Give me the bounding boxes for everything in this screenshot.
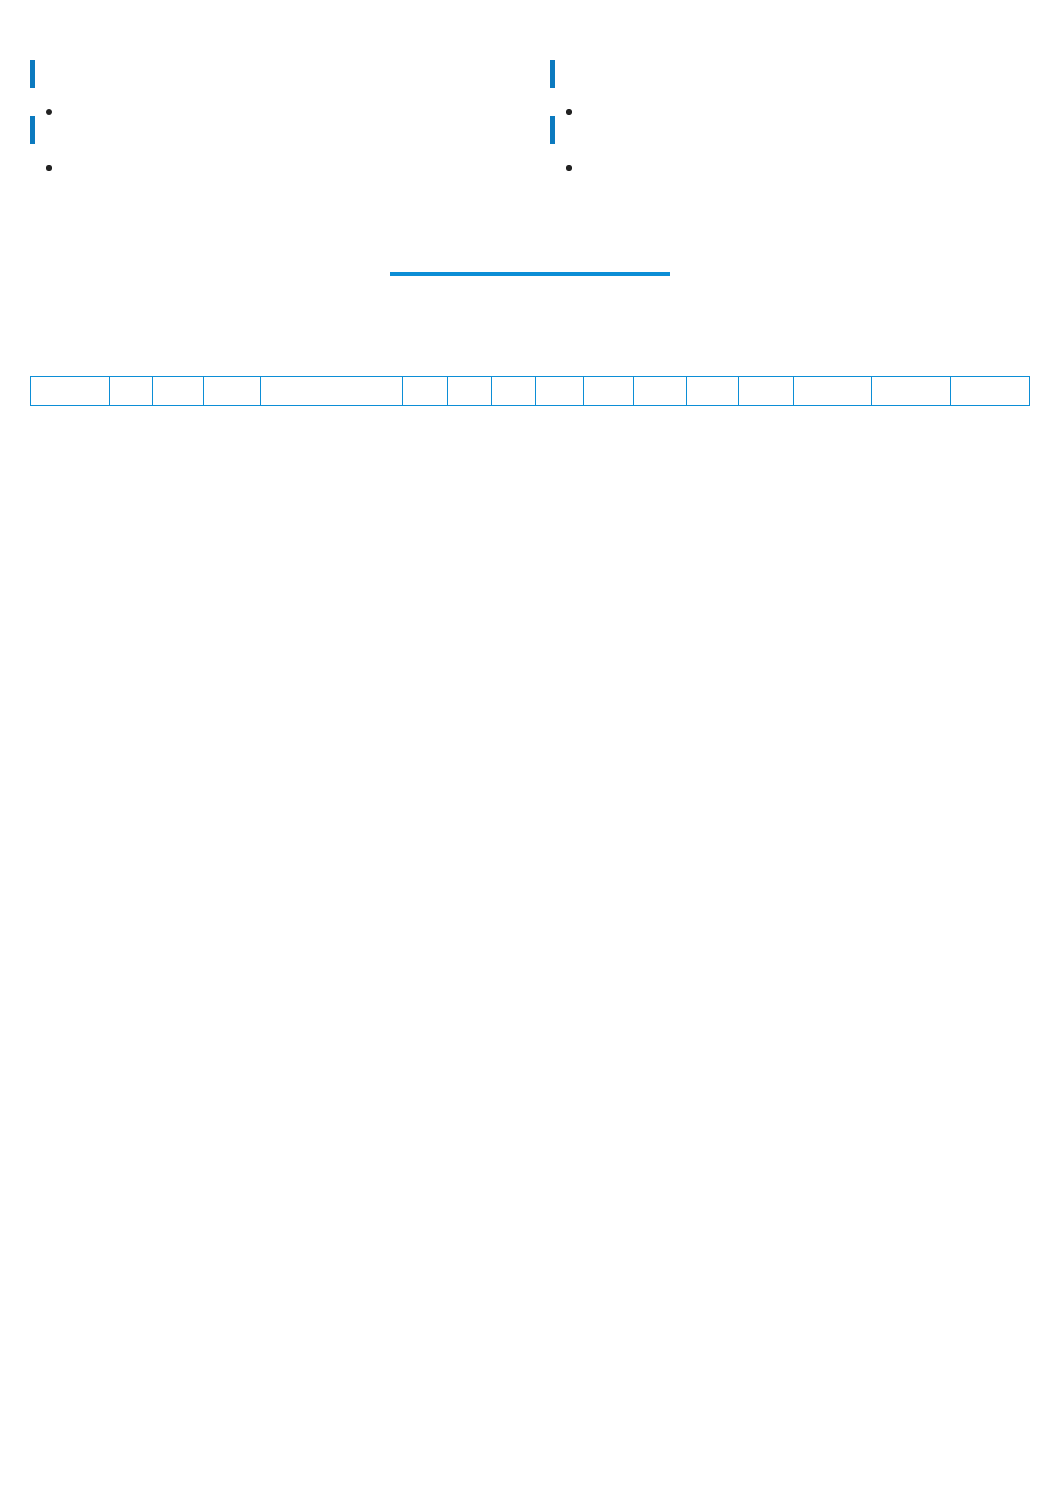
table-header-row bbox=[31, 377, 1030, 406]
section-reliable bbox=[30, 60, 510, 88]
accent-bar-icon bbox=[550, 60, 555, 88]
underline-icon bbox=[390, 272, 670, 276]
th-icu bbox=[153, 377, 203, 406]
th-elec bbox=[634, 377, 686, 406]
th-tamf bbox=[793, 377, 872, 406]
spec-table bbox=[30, 376, 1030, 406]
features-left-col bbox=[30, 60, 510, 172]
spec-table-wrap bbox=[30, 376, 1030, 406]
th-ics bbox=[203, 377, 260, 406]
th-ui bbox=[402, 377, 448, 406]
th-code bbox=[109, 377, 153, 406]
section-range bbox=[550, 116, 1030, 144]
th-rated bbox=[260, 377, 402, 406]
main-title-block bbox=[30, 272, 1030, 276]
th-ue bbox=[448, 377, 492, 406]
features-grid bbox=[30, 60, 1030, 172]
section-accessories bbox=[30, 116, 510, 144]
section-heading bbox=[30, 116, 510, 144]
th-mech bbox=[686, 377, 738, 406]
th-uimp bbox=[535, 377, 583, 406]
accent-bar-icon bbox=[30, 116, 35, 144]
accent-bar-icon bbox=[30, 60, 35, 88]
th-tama bbox=[872, 377, 951, 406]
accent-bar-icon bbox=[550, 116, 555, 144]
th-total bbox=[583, 377, 633, 406]
th-pole bbox=[492, 377, 536, 406]
th-fixed bbox=[739, 377, 794, 406]
section-heading bbox=[550, 116, 1030, 144]
features-right-col bbox=[550, 60, 1030, 172]
section-heading bbox=[550, 60, 1030, 88]
th-teme bbox=[951, 377, 1030, 406]
section-heading bbox=[30, 60, 510, 88]
section-trip bbox=[550, 60, 1030, 88]
th-model bbox=[31, 377, 110, 406]
